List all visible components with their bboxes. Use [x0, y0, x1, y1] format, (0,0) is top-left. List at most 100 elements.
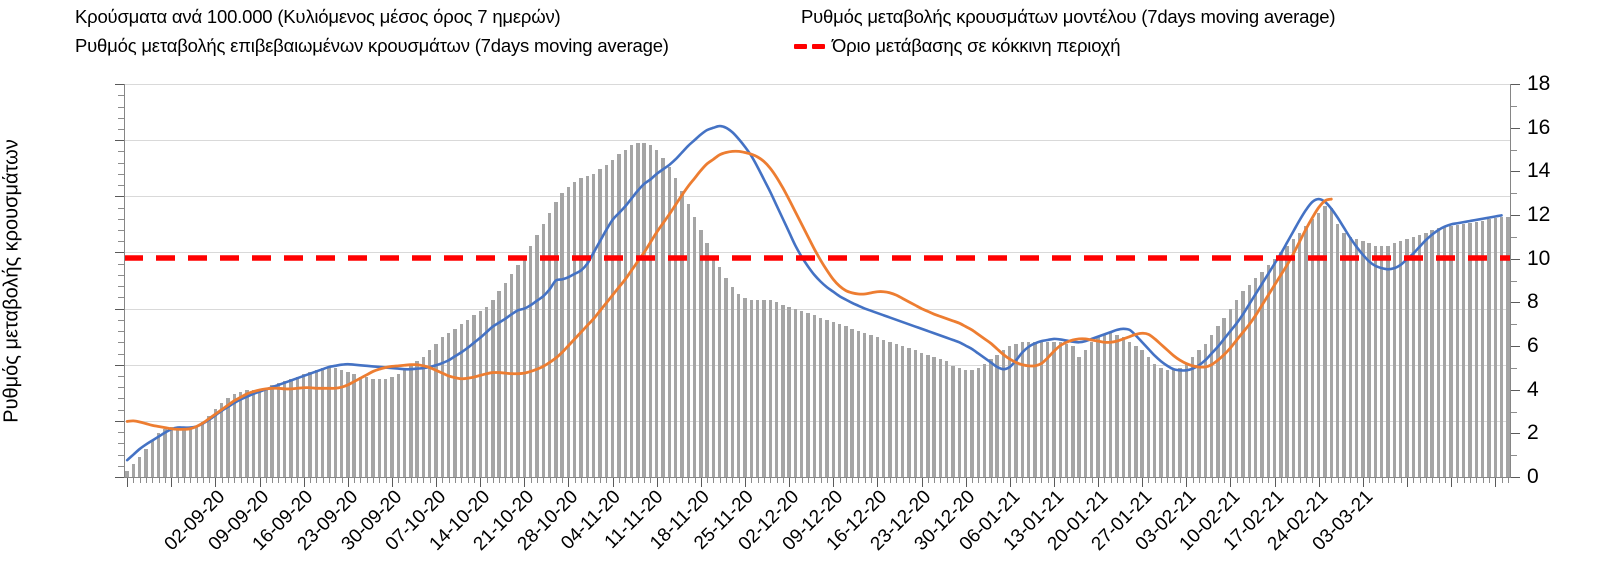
x-axis-tick-minor: [751, 478, 753, 483]
bar: [1134, 346, 1138, 477]
bar: [1298, 232, 1302, 477]
y-axis-right-tick-major: [1511, 84, 1520, 85]
bar: [730, 287, 735, 477]
x-axis-tick-minor: [852, 478, 854, 483]
bar: [320, 367, 325, 477]
y-axis-right-tick-minor: [1511, 367, 1517, 369]
bar: [1487, 219, 1491, 477]
bar: [837, 324, 842, 477]
x-axis-tick-minor: [278, 478, 280, 483]
x-axis-tick-minor: [1325, 478, 1327, 483]
bar: [926, 354, 930, 477]
x-axis-tick-major: [1274, 478, 1276, 487]
bar: [371, 378, 375, 477]
bar: [478, 311, 482, 477]
bar: [768, 300, 772, 477]
y-axis-right-tick-minor: [1511, 455, 1517, 457]
bar: [749, 300, 753, 477]
x-axis-tick-minor: [1432, 478, 1434, 483]
y-axis-left-tick-major: [115, 84, 124, 85]
x-axis-tick-minor: [1369, 478, 1371, 483]
bar: [289, 378, 293, 477]
bar: [1436, 228, 1441, 477]
y-axis-left-tick-minor: [118, 409, 124, 411]
bar: [1443, 227, 1447, 477]
y-axis-left-tick-minor: [118, 443, 124, 445]
x-axis-tick-minor: [631, 478, 633, 483]
x-axis-tick-minor: [473, 478, 475, 483]
x-axis-tick-minor: [732, 478, 734, 483]
bar: [301, 374, 306, 477]
bar-series-cases-per-100k: [124, 84, 1511, 478]
bar: [446, 332, 451, 477]
x-axis-tick-minor: [946, 478, 948, 483]
bar: [1090, 341, 1094, 477]
bar: [1247, 284, 1252, 477]
bar: [818, 317, 823, 477]
bar: [743, 298, 747, 477]
x-axis-tick-minor: [417, 478, 419, 483]
x-axis-tick-minor: [486, 478, 488, 483]
x-axis-tick-minor: [228, 478, 230, 483]
bar: [415, 361, 419, 477]
bar: [806, 313, 810, 477]
bar: [131, 463, 136, 477]
y-axis-left-tick-minor: [118, 387, 124, 389]
bar: [554, 201, 558, 477]
bar: [705, 243, 709, 477]
bar: [629, 145, 634, 477]
x-axis-tick-minor: [1192, 478, 1194, 483]
y-axis-left-tick-major: [115, 364, 124, 366]
bar: [648, 145, 653, 477]
y-axis-right-tick-major: [1511, 127, 1520, 129]
y-axis-right-tick-label: 18: [1527, 72, 1551, 95]
bar: [1216, 326, 1220, 477]
bar: [1172, 370, 1176, 477]
x-axis-tick-minor: [990, 478, 992, 483]
x-axis-tick-minor: [309, 478, 311, 483]
x-axis-tick-minor: [158, 478, 160, 483]
x-axis-tick-minor: [1198, 478, 1200, 483]
x-axis-tick-minor: [373, 478, 375, 483]
y-axis-left-tick-minor: [118, 218, 124, 220]
bar: [1424, 232, 1428, 477]
x-axis-tick-minor: [883, 478, 885, 483]
bar: [718, 267, 722, 477]
bar: [945, 361, 949, 477]
x-axis-tick-major: [965, 478, 967, 487]
x-axis-tick-minor: [763, 478, 765, 483]
bar: [1222, 317, 1226, 477]
y-axis-right-tick-label: 14: [1527, 159, 1551, 183]
x-axis-tick-minor: [896, 478, 898, 483]
x-axis-tick-minor: [858, 478, 860, 483]
bar: [1373, 245, 1378, 477]
bar: [308, 372, 312, 477]
x-axis-tick-major: [171, 478, 173, 487]
x-axis-tick-minor: [1312, 478, 1314, 483]
x-axis-tick-minor: [984, 478, 986, 483]
x-axis-tick-minor: [1375, 478, 1377, 483]
bar: [194, 426, 199, 477]
x-axis-tick-minor: [354, 478, 356, 483]
bar: [1361, 241, 1365, 477]
y-axis-left-tick-minor: [118, 432, 124, 434]
x-axis-tick-minor: [801, 478, 803, 483]
line-confirmed-rate: [125, 149, 1333, 431]
y-axis-right-tick-major: [1511, 433, 1520, 435]
x-axis-tick-minor: [316, 478, 318, 483]
bar: [182, 429, 186, 477]
y-axis-left-tick-major: [115, 252, 124, 254]
x-axis-tick-minor: [322, 478, 324, 483]
bar: [434, 343, 438, 477]
x-axis-tick-minor: [1394, 478, 1396, 483]
x-axis-tick-minor: [265, 478, 267, 483]
x-axis-tick-minor: [1261, 478, 1263, 483]
y-axis-left-tick-major: [115, 477, 124, 478]
x-axis-tick-minor: [1173, 478, 1175, 483]
x-axis-tick-minor: [1135, 478, 1137, 483]
x-axis-tick-minor: [360, 478, 362, 483]
legend-label-model-rate: Ρυθμός μεταβολής κρουσμάτων μοντέλου (7d…: [801, 6, 1336, 27]
bar: [856, 330, 861, 477]
x-axis-tick-minor: [177, 478, 179, 483]
x-axis-tick-minor: [1110, 478, 1112, 483]
